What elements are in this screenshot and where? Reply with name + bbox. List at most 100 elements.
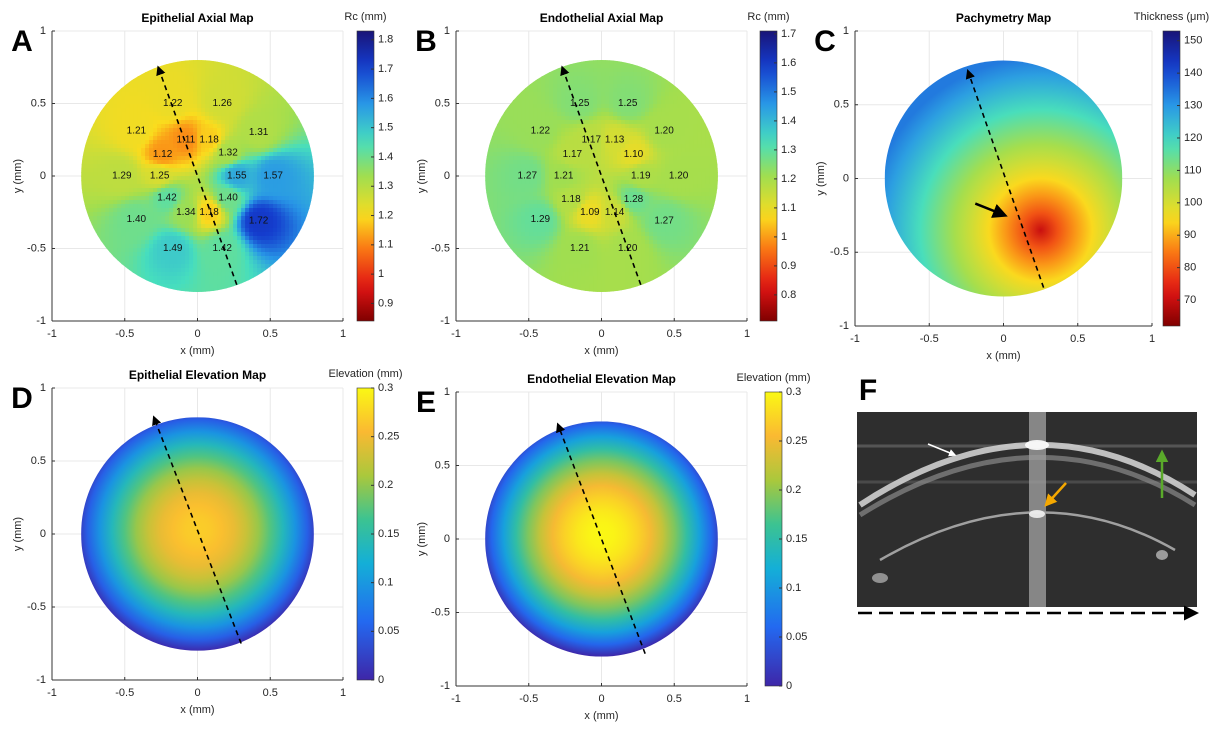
field-cell bbox=[141, 148, 146, 153]
field-cell bbox=[105, 124, 110, 129]
field-cell bbox=[661, 192, 666, 197]
field-cell bbox=[209, 172, 214, 177]
field-cell bbox=[717, 168, 722, 173]
field-cell bbox=[581, 80, 586, 85]
field-cell bbox=[221, 76, 226, 81]
field-cell bbox=[273, 212, 278, 217]
field-cell bbox=[689, 148, 694, 153]
field-cell bbox=[625, 176, 630, 181]
field-cell bbox=[237, 280, 242, 285]
field-cell bbox=[301, 160, 306, 165]
field-cell bbox=[181, 184, 186, 189]
field-cell bbox=[257, 244, 262, 249]
field-cell bbox=[645, 112, 650, 117]
field-cell bbox=[693, 96, 698, 101]
field-cell bbox=[501, 152, 506, 157]
field-cell bbox=[537, 172, 542, 177]
field-cell bbox=[289, 144, 294, 149]
field-cell bbox=[109, 140, 114, 145]
field-cell bbox=[641, 188, 646, 193]
field-cell bbox=[233, 252, 238, 257]
field-cell bbox=[241, 196, 246, 201]
field-cell bbox=[681, 204, 686, 209]
field-cell bbox=[693, 108, 698, 113]
field-cell bbox=[85, 128, 90, 133]
field-cell bbox=[573, 176, 578, 181]
field-cell bbox=[661, 148, 666, 153]
field-cell bbox=[153, 212, 158, 217]
field-cell bbox=[129, 268, 134, 273]
field-cell bbox=[97, 144, 102, 149]
field-cell bbox=[273, 268, 278, 273]
field-cell bbox=[633, 132, 638, 137]
field-cell bbox=[497, 160, 502, 165]
field-cell bbox=[545, 68, 550, 73]
field-cell bbox=[309, 148, 314, 153]
field-cell bbox=[593, 104, 598, 109]
field-cell bbox=[633, 136, 638, 141]
field-cell bbox=[149, 100, 154, 105]
field-cell bbox=[701, 160, 706, 165]
field-cell bbox=[693, 188, 698, 193]
field-cell bbox=[109, 236, 114, 241]
field-cell bbox=[501, 140, 506, 145]
field-cell bbox=[565, 116, 570, 121]
field-cell bbox=[241, 92, 246, 97]
field-cell bbox=[669, 84, 674, 89]
field-cell bbox=[109, 112, 114, 117]
field-cell bbox=[173, 264, 178, 269]
field-cell bbox=[313, 212, 318, 217]
field-cell bbox=[113, 92, 118, 97]
field-cell bbox=[109, 152, 114, 157]
field-cell bbox=[521, 204, 526, 209]
field-cell bbox=[117, 164, 122, 169]
field-cell bbox=[197, 148, 202, 153]
field-cell bbox=[85, 144, 90, 149]
field-cell bbox=[709, 176, 714, 181]
field-cell bbox=[693, 156, 698, 161]
field-cell bbox=[553, 68, 558, 73]
field-cell bbox=[113, 264, 118, 269]
field-cell bbox=[653, 80, 658, 85]
field-cell bbox=[297, 140, 302, 145]
field-cell bbox=[93, 172, 98, 177]
field-cell bbox=[629, 60, 634, 65]
field-cell bbox=[685, 136, 690, 141]
field-cell bbox=[585, 172, 590, 177]
field-cell bbox=[197, 68, 202, 73]
field-cell bbox=[117, 248, 122, 253]
field-cell bbox=[605, 176, 610, 181]
field-cell bbox=[297, 196, 302, 201]
field-cell bbox=[117, 252, 122, 257]
field-cell bbox=[553, 84, 558, 89]
field-cell bbox=[81, 132, 86, 137]
field-cell bbox=[269, 144, 274, 149]
field-cell bbox=[641, 184, 646, 189]
field-cell bbox=[153, 68, 158, 73]
field-cell bbox=[121, 196, 126, 201]
field-cell bbox=[177, 172, 182, 177]
field-cell bbox=[273, 224, 278, 229]
field-cell bbox=[289, 244, 294, 249]
field-cell bbox=[249, 72, 254, 77]
field-cell bbox=[173, 168, 178, 173]
field-cell bbox=[669, 184, 674, 189]
field-cell bbox=[209, 72, 214, 77]
field-cell bbox=[293, 116, 298, 121]
field-cell bbox=[269, 228, 274, 233]
field-cell bbox=[217, 116, 222, 121]
field-cell bbox=[693, 152, 698, 157]
field-cell bbox=[101, 152, 106, 157]
field-cell bbox=[129, 260, 134, 265]
field-cell bbox=[121, 228, 126, 233]
field-cell bbox=[705, 156, 710, 161]
field-cell bbox=[557, 156, 562, 161]
field-cell bbox=[253, 268, 258, 273]
field-cell bbox=[629, 72, 634, 77]
field-cell bbox=[141, 280, 146, 285]
field-cell bbox=[233, 184, 238, 189]
field-cell bbox=[113, 224, 118, 229]
value-label: 1.31 bbox=[249, 127, 269, 138]
field-cell bbox=[133, 92, 138, 97]
field-cell bbox=[89, 152, 94, 157]
